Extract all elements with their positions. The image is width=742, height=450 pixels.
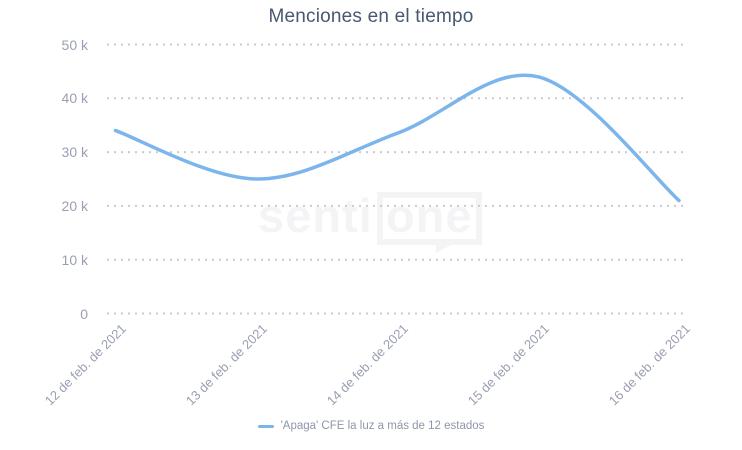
y-axis-tick-label: 40 k [61, 90, 88, 107]
y-axis-tick-label: 50 k [61, 36, 88, 53]
series-line[interactable] [113, 73, 681, 203]
y-axis-tick-label: 20 k [61, 197, 88, 214]
legend-series-label: 'Apaga' CFE la luz a más de 12 estados [280, 420, 485, 432]
y-axis-tick-label: 0 [80, 305, 88, 322]
y-axis-tick-label: 30 k [61, 144, 88, 161]
y-axis-tick-label: 10 k [61, 251, 88, 268]
legend[interactable]: 'Apaga' CFE la luz a más de 12 estados [0, 420, 742, 432]
legend-line-marker [257, 424, 274, 428]
chart-title: Menciones en el tiempo [268, 6, 474, 27]
